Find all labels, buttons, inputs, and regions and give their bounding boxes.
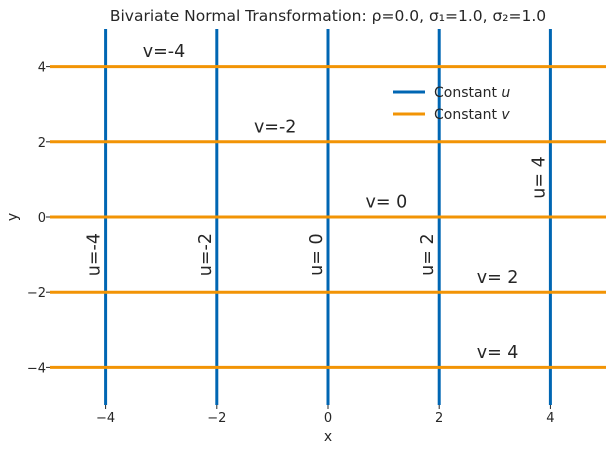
y-tick-label: 2 [38,136,46,151]
x-tick-label: 4 [546,411,554,426]
x-tick-label: 2 [435,411,443,426]
y-axis-ticks: −4 −2 0 2 4 [27,61,50,376]
y-tick-label: 4 [38,61,46,76]
line-labels: u=-4 u=-2 u= 0 u= 2 u= 4 v= 4 v= 2 v= 0 v=-2 v=-4 [85,42,550,363]
v-line-label: v= 0 [366,193,408,213]
y-axis-label: y [5,213,21,221]
u-line-label: u= 4 [529,156,549,198]
legend: Constant u Constant v [393,85,510,123]
v-line-label: v=-2 [254,117,296,137]
y-tick-label: −2 [27,286,46,301]
v-line-label: v=-4 [143,42,185,62]
x-tick-label: −4 [96,411,115,426]
v-line-label: v= 4 [477,343,519,363]
x-tick-label: −2 [207,411,226,426]
chart-title: Bivariate Normal Transformation: ρ=0.0, … [110,7,546,25]
y-tick-label: −4 [27,361,46,376]
legend-label: Constant v [434,107,510,123]
x-tick-label: 0 [324,411,332,426]
plot-area [50,29,606,405]
u-line-label: u= 0 [307,233,327,275]
x-axis-ticks: −4 −2 0 2 4 [96,405,555,426]
u-line-label: u=-4 [85,233,105,276]
u-line-label: u=-2 [196,233,216,276]
y-tick-label: 0 [38,211,46,226]
x-axis-label: x [324,429,332,445]
legend-label: Constant u [434,85,510,101]
u-line-label: u= 2 [418,233,438,275]
v-line-label: v= 2 [477,268,519,288]
